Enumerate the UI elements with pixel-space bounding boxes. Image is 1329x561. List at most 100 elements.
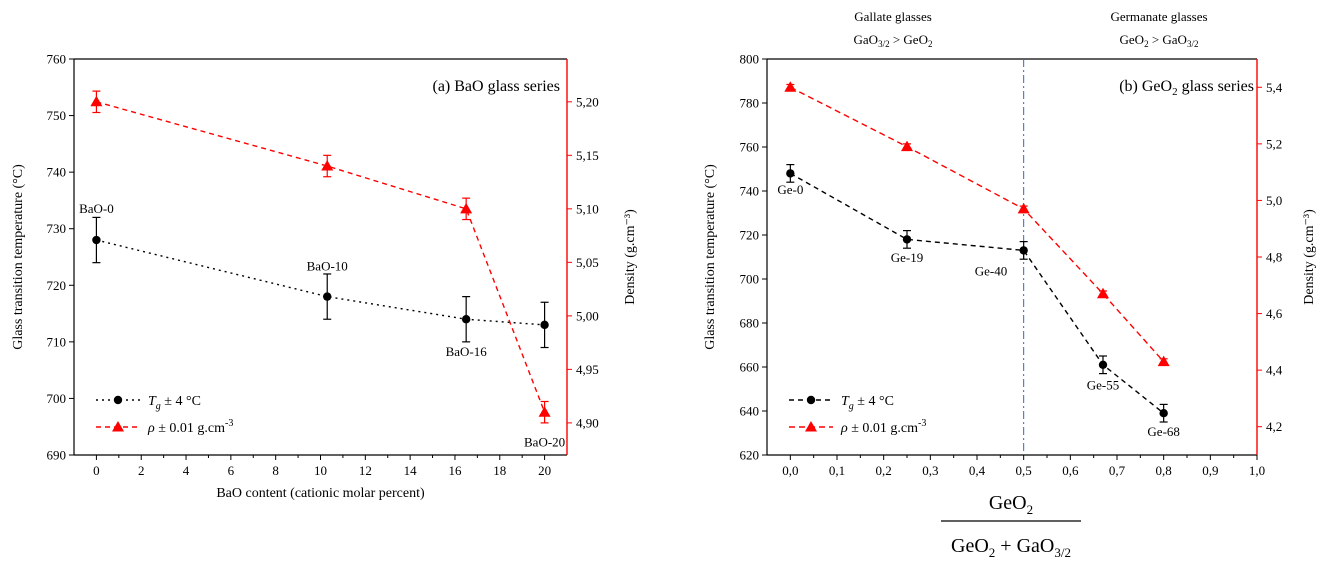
series-density — [784, 81, 1170, 367]
tg-point — [786, 169, 795, 178]
legend: Tg ± 4 °C ρ ± 0.01 g.cm-3 — [96, 394, 233, 436]
legend-label: ρ ± 0.01 g.cm-3 — [147, 418, 233, 436]
tg-point — [1019, 246, 1028, 255]
x-axis-label: BaO content (cationic molar percent) — [216, 486, 425, 501]
x-tick-label: 6 — [228, 463, 235, 478]
y-left-tick-label: 710 — [47, 334, 67, 349]
y-right-tick-label: 5,15 — [576, 148, 599, 163]
region-formula-subscript: 3/2 — [878, 39, 890, 49]
density-point — [90, 95, 103, 107]
x-tick-label: 0,8 — [1156, 463, 1172, 478]
legend-superscript: -3 — [918, 418, 926, 429]
y-right-tick-label: 4,4 — [1266, 363, 1283, 378]
point-label: BaO-16 — [446, 344, 488, 359]
region-title: Germanate glasses — [1110, 9, 1207, 24]
x-tick-label: 2 — [138, 463, 145, 478]
y-right-tick-label: 4,2 — [1266, 419, 1282, 434]
panel-b-title-subscript: 2 — [1172, 86, 1178, 98]
y-left-tick-label: 660 — [740, 360, 760, 375]
point-label: BaO-0 — [79, 201, 114, 216]
y-left-tick-label: 700 — [47, 391, 67, 406]
y-right-axis-label: Density (g.cm⁻³) — [623, 209, 638, 305]
y-left-tick-label: 760 — [47, 52, 67, 67]
y-left-tick-label: 740 — [47, 165, 67, 180]
legend-text: ± 4 °C — [854, 394, 894, 409]
x-tick-label: 0,9 — [1202, 463, 1218, 478]
region-formula: GaO3/2 > GeO2 — [854, 32, 933, 49]
legend-symbol: ρ — [147, 421, 155, 436]
y-left-axis-label: Glass transition temperature (°C) — [11, 164, 26, 350]
y-left-tick-label: 800 — [740, 52, 760, 67]
region-formula-subscript: 3/2 — [1187, 39, 1199, 49]
y-left-tick-label: 740 — [740, 184, 760, 199]
region-formula-part: GeO — [1120, 32, 1145, 47]
y-right-tick-label: 5,4 — [1266, 80, 1283, 95]
legend-tg-marker — [806, 395, 816, 405]
panel-b-title-main: (b) GeO — [1119, 78, 1172, 95]
legend-label: Tg ± 4 °C — [841, 394, 894, 412]
y-left-tick-label: 680 — [740, 316, 760, 331]
chart-panel-a: 0 2 4 6 8 10 12 14 16 18 20 690 700 710 720 730 740 750 76… — [11, 52, 638, 502]
x-tick-label: 0,5 — [1016, 463, 1032, 478]
x-tick-label: 18 — [493, 463, 506, 478]
density-point — [538, 406, 551, 417]
y-left-tick-label: 780 — [740, 96, 760, 111]
y-left-tick-label: 640 — [740, 404, 760, 419]
y-right-tick-label: 4,6 — [1266, 306, 1283, 321]
density-point — [901, 140, 913, 152]
x-tick-label: 0,2 — [876, 463, 892, 478]
x-tick-label: 0,0 — [782, 463, 798, 478]
y-right-tick-label: 5,2 — [1266, 136, 1282, 151]
point-label: Ge-40 — [975, 263, 1008, 278]
chart-panel-b: 0,0 0,1 0,2 0,3 0,4 0,5 0,6 0,7 0,8 0,9 1,0 620 640 6… — [703, 9, 1317, 560]
x-axis-label-denominator: GeO2 + GaO3/2 — [951, 535, 1071, 560]
y-left-tick-label: 760 — [740, 140, 760, 155]
tg-point — [1098, 360, 1108, 369]
x-tick-label: 0,6 — [1062, 463, 1079, 478]
y-left-tick-label: 720 — [47, 278, 67, 293]
series-line — [96, 239, 545, 326]
series-line — [789, 172, 1165, 414]
y-left-tick-label: 690 — [47, 448, 67, 463]
tg-point — [902, 235, 912, 244]
x-axis-label-numerator: GeO2 — [989, 492, 1033, 517]
legend-symbol: T — [841, 394, 850, 409]
y-left-tick-label: 730 — [47, 221, 67, 236]
region-formula-part: GaO — [854, 32, 879, 47]
y-right-tick-label: 5,10 — [576, 201, 599, 216]
tg-point — [461, 315, 471, 324]
legend-density-marker — [805, 421, 817, 432]
x-tick-label: 4 — [183, 463, 190, 478]
x-tick-label: 0 — [93, 463, 100, 478]
y-left-tick-label: 720 — [740, 228, 760, 243]
tg-point — [1159, 409, 1168, 418]
x-tick-label: 10 — [314, 463, 327, 478]
density-point — [784, 81, 797, 92]
x-label-part: GeO — [951, 535, 989, 557]
region-formula-part: > GeO — [890, 32, 928, 47]
legend-text: ± 4 °C — [161, 394, 201, 409]
tg-point — [92, 235, 101, 245]
series-tg — [786, 164, 1168, 423]
series-density — [90, 90, 551, 424]
legend-superscript: -3 — [225, 418, 233, 429]
density-point — [1017, 202, 1030, 214]
legend-tg-marker — [113, 395, 123, 405]
legend-text: ± 0.01 g.cm — [155, 421, 225, 436]
panel-b-title-rest: glass series — [1178, 78, 1254, 95]
y-left-tick-label: 620 — [740, 448, 760, 463]
x-tick-label: 0,4 — [969, 463, 986, 478]
tg-point — [540, 320, 549, 330]
point-label: Ge-55 — [1087, 378, 1120, 393]
legend-symbol: ρ — [840, 421, 848, 436]
y-right-tick-label: 4,95 — [576, 362, 599, 377]
legend-subscript: g — [849, 401, 854, 412]
legend-subscript: g — [156, 401, 161, 412]
legend-text: ± 0.01 g.cm — [848, 421, 918, 436]
legend-label: ρ ± 0.01 g.cm-3 — [840, 418, 926, 436]
region-formula-subscript: 2 — [1144, 39, 1149, 49]
y-right-tick-label: 4,8 — [1266, 250, 1282, 265]
region-formula-part: > GaO — [1149, 32, 1187, 47]
x-tick-label: 8 — [272, 463, 279, 478]
density-point — [460, 202, 473, 214]
